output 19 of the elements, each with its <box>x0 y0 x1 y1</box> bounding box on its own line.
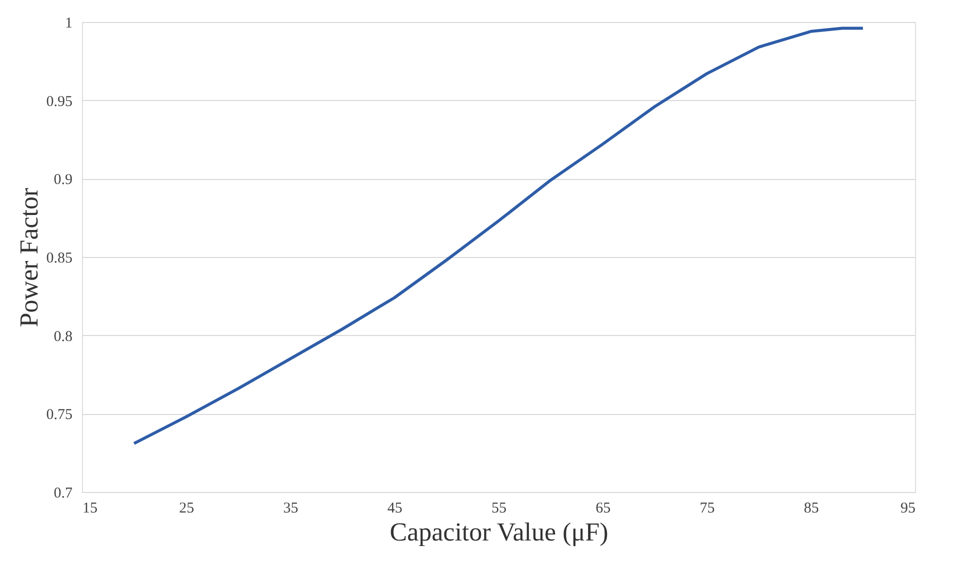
y-tick-label: 0.9 <box>54 172 72 188</box>
y-tick-label: 0.75 <box>46 407 72 424</box>
x-tick-label: 75 <box>700 500 715 516</box>
x-tick-label: 45 <box>387 500 402 516</box>
y-tick-label: 0.8 <box>54 328 72 345</box>
x-tick-label: 55 <box>492 500 506 516</box>
x-tick-label: 15 <box>82 500 98 516</box>
line-series <box>132 26 864 445</box>
y-tick-label: 0.7 <box>54 486 73 502</box>
x-tick-label: 25 <box>179 500 194 516</box>
y-tick-label: 0.95 <box>46 94 72 110</box>
y-axis-title: Power Factor <box>14 187 44 328</box>
x-tick-label: 35 <box>283 500 298 516</box>
x-tick-label: 65 <box>596 500 611 516</box>
x-tick-label: 95 <box>900 500 916 516</box>
y-tick-label: 1 <box>65 16 72 32</box>
x-axis-title: Capacitor Value (μF) <box>390 518 608 546</box>
y-tick-label: 0.85 <box>46 250 72 266</box>
x-tick-label: 85 <box>804 500 819 516</box>
